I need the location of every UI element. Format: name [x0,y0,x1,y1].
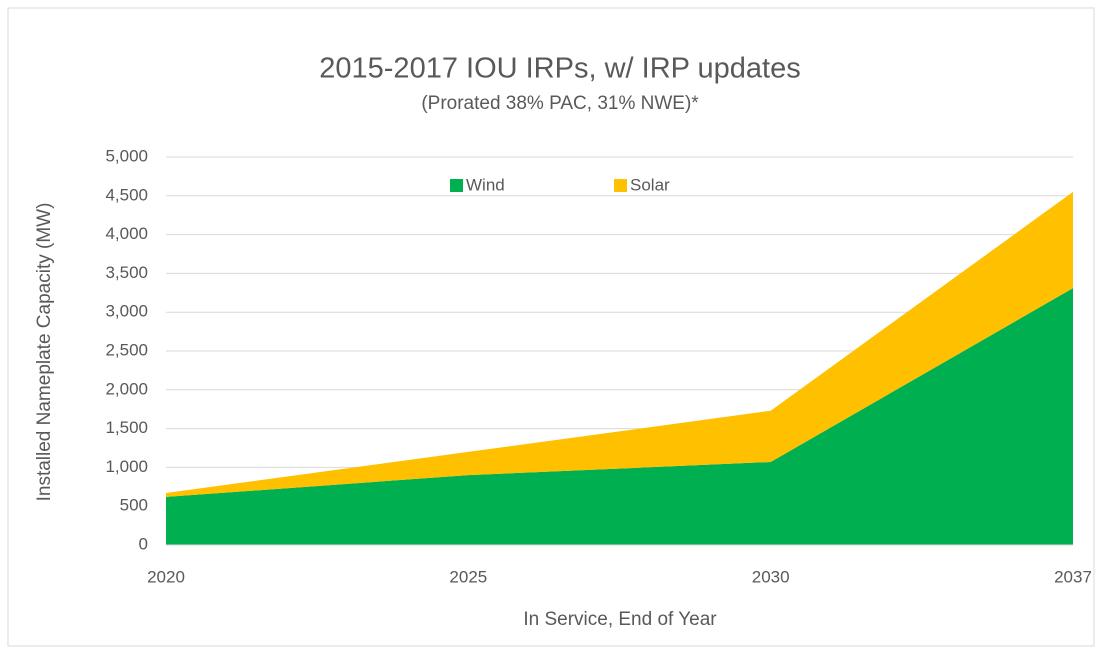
chart-subtitle: (Prorated 38% PAC, 31% NWE)* [421,93,699,114]
y-tick-label: 1,500 [105,418,148,437]
x-tick-label: 2020 [147,567,185,586]
legend-swatch [614,179,627,192]
x-axis-title: In Service, End of Year [523,609,717,630]
y-tick-label: 3,000 [105,302,148,321]
y-tick-label: 500 [120,496,148,515]
legend-swatch [450,179,463,192]
x-tick-label: 2030 [752,567,790,586]
y-tick-label: 4,000 [105,224,148,243]
y-tick-label: 5,000 [105,146,148,165]
legend-label: Solar [630,175,670,194]
y-tick-label: 4,500 [105,185,148,204]
y-tick-label: 1,000 [105,457,148,476]
y-tick-label: 2,000 [105,379,148,398]
y-tick-label: 3,500 [105,263,148,282]
legend-label: Wind [466,175,505,194]
area [166,288,1073,545]
x-tick-label: 2037 [1054,567,1092,586]
y-tick-label: 2,500 [105,340,148,359]
area [166,191,1073,497]
y-tick-label: 0 [139,534,148,553]
y-axis-title: Installed Nameplate Capacity (MW) [34,203,55,502]
chart-title: 2015-2017 IOU IRPs, w/ IRP updates [319,53,800,85]
x-tick-label: 2025 [449,567,487,586]
